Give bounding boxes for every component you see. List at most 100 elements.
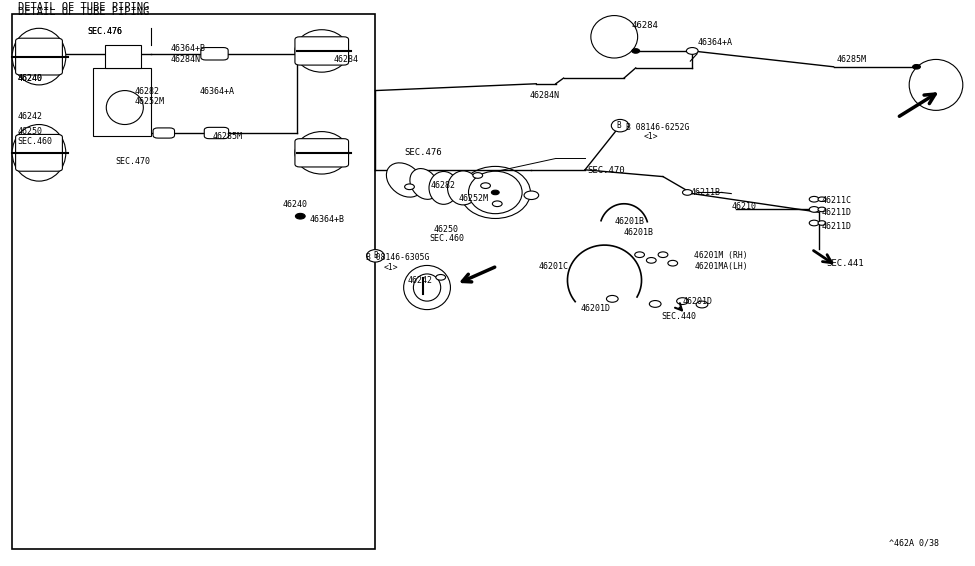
Text: DETAIL OF TUBE PIPING: DETAIL OF TUBE PIPING: [18, 2, 149, 12]
Text: 46364+B: 46364+B: [171, 44, 206, 53]
Ellipse shape: [591, 15, 638, 58]
Ellipse shape: [491, 190, 499, 195]
Ellipse shape: [429, 171, 458, 204]
Ellipse shape: [492, 201, 502, 207]
Text: 46210: 46210: [731, 202, 757, 211]
Text: B: B: [617, 121, 621, 130]
Ellipse shape: [410, 169, 439, 199]
Ellipse shape: [809, 207, 819, 212]
Ellipse shape: [436, 275, 446, 280]
Ellipse shape: [481, 183, 490, 188]
Ellipse shape: [413, 274, 441, 301]
Text: B 08146-6252G: B 08146-6252G: [626, 123, 689, 132]
FancyBboxPatch shape: [294, 139, 349, 167]
FancyBboxPatch shape: [205, 127, 228, 139]
Text: 46364+B: 46364+B: [310, 215, 345, 224]
Text: 46211C: 46211C: [822, 196, 852, 205]
Ellipse shape: [818, 197, 826, 201]
Ellipse shape: [913, 65, 920, 69]
Text: SEC.476: SEC.476: [405, 148, 443, 157]
Text: 46252M: 46252M: [135, 97, 165, 106]
Ellipse shape: [12, 28, 66, 85]
Text: 46201B: 46201B: [624, 228, 654, 237]
Text: 46211D: 46211D: [822, 208, 852, 217]
Text: 46284: 46284: [632, 21, 659, 30]
Ellipse shape: [367, 250, 384, 262]
FancyBboxPatch shape: [201, 48, 228, 60]
Text: 46284: 46284: [333, 55, 359, 64]
Text: B 08146-6305G: B 08146-6305G: [366, 253, 429, 262]
Ellipse shape: [405, 184, 414, 190]
FancyBboxPatch shape: [294, 37, 349, 65]
Ellipse shape: [294, 29, 349, 72]
Text: 46240: 46240: [283, 200, 308, 209]
Ellipse shape: [818, 221, 826, 225]
Ellipse shape: [295, 213, 305, 219]
Ellipse shape: [404, 265, 450, 310]
Text: SEC.441: SEC.441: [827, 259, 865, 268]
Text: SEC.460: SEC.460: [429, 234, 464, 243]
Ellipse shape: [686, 48, 698, 54]
Text: 46250: 46250: [18, 127, 43, 136]
Text: 46242: 46242: [408, 276, 433, 285]
Text: <1>: <1>: [383, 263, 398, 272]
Text: 46284N: 46284N: [529, 91, 560, 100]
Ellipse shape: [646, 258, 656, 263]
Text: 46240: 46240: [18, 74, 43, 83]
Text: <1>: <1>: [644, 132, 658, 142]
Text: SEC.460: SEC.460: [18, 137, 53, 146]
Text: 46201M (RH): 46201M (RH): [694, 251, 748, 260]
Ellipse shape: [809, 220, 819, 226]
Text: 46211D: 46211D: [822, 222, 852, 231]
Ellipse shape: [473, 173, 483, 178]
Ellipse shape: [809, 196, 819, 202]
Text: ^462A 0/38: ^462A 0/38: [889, 539, 939, 548]
Ellipse shape: [668, 260, 678, 266]
Text: 46285M: 46285M: [213, 132, 243, 142]
Text: 46201MA(LH): 46201MA(LH): [694, 261, 748, 271]
Ellipse shape: [658, 252, 668, 258]
Text: 46211B: 46211B: [690, 188, 721, 197]
Text: SEC.476: SEC.476: [88, 27, 123, 36]
Text: SEC.470: SEC.470: [115, 157, 150, 166]
Text: 46252M: 46252M: [458, 194, 488, 203]
Text: SEC.476: SEC.476: [88, 27, 123, 36]
Ellipse shape: [448, 171, 479, 205]
Text: 46282: 46282: [431, 181, 456, 190]
Text: 46285M: 46285M: [837, 55, 867, 64]
Ellipse shape: [525, 191, 538, 200]
Ellipse shape: [294, 131, 349, 174]
Ellipse shape: [696, 301, 708, 308]
Ellipse shape: [909, 59, 963, 110]
Ellipse shape: [460, 166, 530, 218]
Ellipse shape: [682, 190, 692, 195]
Text: B: B: [373, 251, 377, 260]
Text: 46201D: 46201D: [580, 304, 610, 313]
FancyBboxPatch shape: [12, 14, 375, 549]
Ellipse shape: [611, 119, 629, 132]
Ellipse shape: [635, 252, 644, 258]
Text: 46201C: 46201C: [538, 261, 568, 271]
Ellipse shape: [632, 49, 640, 53]
Text: 46201B: 46201B: [614, 217, 644, 226]
Ellipse shape: [818, 207, 826, 212]
Polygon shape: [93, 68, 151, 136]
FancyBboxPatch shape: [153, 128, 175, 138]
Text: SEC.470: SEC.470: [587, 166, 625, 175]
Ellipse shape: [606, 295, 618, 302]
Ellipse shape: [469, 171, 523, 214]
Text: 46364+A: 46364+A: [697, 38, 732, 47]
Text: 46364+A: 46364+A: [200, 87, 235, 96]
Text: DETAIL OF TUBE PIPING: DETAIL OF TUBE PIPING: [18, 7, 149, 18]
Ellipse shape: [649, 301, 661, 307]
Ellipse shape: [677, 298, 688, 305]
Text: 46201D: 46201D: [682, 297, 713, 306]
FancyBboxPatch shape: [16, 38, 62, 75]
Ellipse shape: [12, 125, 66, 181]
Polygon shape: [105, 45, 141, 68]
Text: 46284N: 46284N: [171, 55, 201, 64]
Text: 46242: 46242: [18, 112, 43, 121]
Text: 46240: 46240: [18, 74, 43, 83]
Text: 46250: 46250: [434, 225, 459, 234]
Ellipse shape: [386, 163, 423, 197]
